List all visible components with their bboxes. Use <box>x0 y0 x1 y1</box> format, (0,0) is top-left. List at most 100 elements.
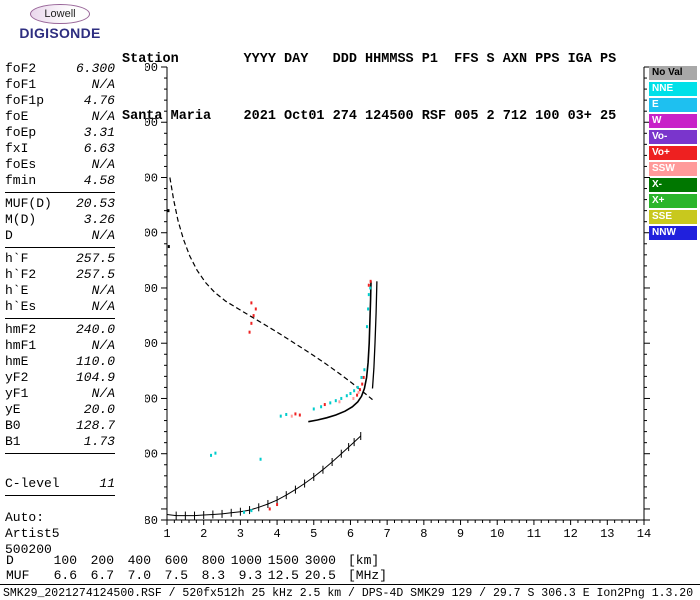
lowell-digisonde-logo: Lowell DIGISONDE <box>6 4 114 41</box>
param-label: MUF(D) <box>5 196 52 211</box>
readout-value: 200 <box>90 553 114 568</box>
echoes-nne-cyan <box>340 396 343 400</box>
param-row: M(D) 3.26 <box>5 212 115 228</box>
y-axis-tick-label: 300 <box>145 392 158 406</box>
readout-value: 800 <box>201 553 225 568</box>
readout-row-muf: MUF 6.6 6.7 7.0 7.5 8.3 9.3 12.5 20.5 [MHz] <box>6 568 387 583</box>
readout-value: 6.6 <box>53 568 77 583</box>
readout-value: 400 <box>127 553 151 568</box>
echoes-vo-plus-red <box>252 314 255 318</box>
param-row: yF1 N/A <box>5 386 115 402</box>
header-field-names: Station YYYY DAY DDD HHMMSS P1 FFS S AXN… <box>122 52 617 67</box>
param-label: h`F2 <box>5 267 37 282</box>
header-field-values: Santa Maria 2021 Oct01 274 124500 RSF 00… <box>122 109 617 124</box>
echoes-vo-plus-red <box>276 503 279 507</box>
echoes-vo-plus-red <box>361 382 364 386</box>
param-label: yF2 <box>5 370 29 385</box>
autoscaling-info-line: 500200 <box>5 542 52 557</box>
echoes-vo-plus-red <box>356 393 359 397</box>
param-label: D <box>5 228 13 243</box>
param-value: 20.53 <box>75 196 115 211</box>
echoes-vo-plus-red <box>367 283 370 287</box>
readout-value: 12.5 <box>267 568 299 583</box>
param-value: 3.31 <box>83 125 115 140</box>
readout-row-label: MUF <box>6 568 30 583</box>
echoes-vo-plus-red <box>254 307 257 311</box>
echoes-vo-plus-red <box>298 413 301 417</box>
x-axis-tick-label: 8 <box>420 527 427 541</box>
echoes-vo-plus-red <box>294 412 297 416</box>
param-value: 128.7 <box>75 418 115 433</box>
echoes-vo-plus-red <box>369 279 372 283</box>
echoes-vo-plus-red <box>268 507 271 511</box>
autoscaling-info-line: Artist5 <box>5 526 60 541</box>
echoes-nne-cyan <box>243 510 246 514</box>
param-row: fxI 6.63 <box>5 141 115 157</box>
param-row: h`F 257.5 <box>5 251 115 267</box>
param-label: foEs <box>5 157 37 172</box>
echoes-nne-cyan <box>285 412 288 416</box>
param-label: foF1 <box>5 77 37 92</box>
param-label: foEp <box>5 125 37 140</box>
param-row: fmin 4.58 <box>5 173 115 189</box>
echoes-vo-plus-red <box>250 321 253 325</box>
param-row: D N/A <box>5 228 115 244</box>
param-value: N/A <box>91 77 115 92</box>
param-group: h`F 257.5 h`F2 257.5 h`E N/A h`Es N/A <box>5 251 115 319</box>
param-label: M(D) <box>5 212 37 227</box>
x-axis-tick-label: 2 <box>200 527 207 541</box>
x-axis-tick-label: 3 <box>237 527 244 541</box>
echoes-nne-cyan <box>367 307 370 311</box>
echoes-nne-cyan <box>259 457 262 461</box>
readout-row-label: D <box>6 553 14 568</box>
param-row: hmE 110.0 <box>5 354 115 370</box>
echoes-ssw-pink <box>338 400 341 404</box>
echoes-nne-cyan <box>349 391 352 395</box>
legend-item-vo: Vo+ <box>649 146 697 160</box>
legend-item-e: E <box>649 98 697 112</box>
readout-value: 1000 <box>230 553 262 568</box>
param-value: 240.0 <box>75 322 115 337</box>
readout-value: 3000 <box>304 553 336 568</box>
param-label: B0 <box>5 418 21 433</box>
param-label: h`Es <box>5 299 37 314</box>
param-value: 6.300 <box>75 61 115 76</box>
param-value: 4.76 <box>83 93 115 108</box>
muf-transmission-curve <box>169 177 373 401</box>
echoes-black <box>167 209 170 213</box>
param-row: foF1p 4.76 <box>5 93 115 109</box>
param-label: foE <box>5 109 29 124</box>
echoes-nne-cyan <box>210 453 213 457</box>
readout-value: 9.3 <box>238 568 262 583</box>
echoes-nne-cyan <box>367 293 370 297</box>
param-row: h`F2 257.5 <box>5 267 115 283</box>
x-axis-tick-label: 6 <box>347 527 354 541</box>
echoes-nne-cyan <box>329 401 332 405</box>
y-axis-tick-label: 200 <box>145 448 158 462</box>
param-row: foEp 3.31 <box>5 125 115 141</box>
station-header: Station YYYY DAY DDD HHMMSS P1 FFS S AXN… <box>122 12 616 164</box>
legend-item-sse: SSE <box>649 210 697 224</box>
param-row: hmF1 N/A <box>5 338 115 354</box>
x-axis-tick-label: 10 <box>490 527 504 541</box>
param-row: B0 128.7 <box>5 418 115 434</box>
readout-value: 6.7 <box>90 568 114 583</box>
param-label: fmin <box>5 173 37 188</box>
readout-value: 7.5 <box>164 568 188 583</box>
x-axis-tick-label: 1 <box>163 527 170 541</box>
param-label: h`F <box>5 251 29 266</box>
echoes-nne-cyan <box>320 405 323 409</box>
readout-value: 20.5 <box>304 568 336 583</box>
echoes-nne-cyan <box>363 368 366 372</box>
echoes-nne-cyan <box>369 286 372 290</box>
x-axis-tick-label: 4 <box>273 527 280 541</box>
readout-value: 8.3 <box>201 568 225 583</box>
param-row: foF2 6.300 <box>5 61 115 77</box>
x-axis-tick-label: 9 <box>457 527 464 541</box>
f2-trace-x-mode <box>371 281 378 389</box>
param-value: N/A <box>91 228 115 243</box>
param-label: yF1 <box>5 386 29 401</box>
param-value: 104.9 <box>75 370 115 385</box>
param-value: 4.58 <box>83 173 115 188</box>
